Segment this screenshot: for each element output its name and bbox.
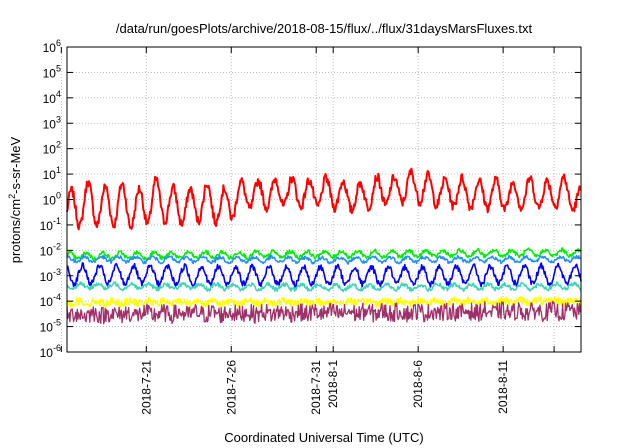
y-tick-label: 100 — [43, 191, 61, 208]
x-tick-label: 2018-7-21 — [139, 360, 153, 415]
x-tick-label: 2018-8-11 — [496, 360, 510, 414]
chart-title: /data/run/goesPlots/archive/2018-08-15/f… — [116, 21, 533, 36]
y-tick-label: 10-1 — [40, 216, 61, 233]
x-axis-label: Coordinated Universal Time (UTC) — [224, 430, 423, 445]
series-line-1 — [66, 247, 582, 261]
x-tick-label: 2018-7-31 — [309, 360, 323, 415]
y-tick-label: 10-6 — [40, 343, 61, 360]
series-line-0 — [66, 167, 582, 231]
x-tick-labels: 2018-7-21 2018-7-26 2018-7-31 2018-8-1 2018-… — [139, 360, 510, 415]
y-tick-label: 102 — [43, 140, 61, 157]
x-tick-label: 2018-8-1 — [326, 360, 340, 408]
y-tick-label: 10-5 — [40, 318, 61, 335]
y-tick-label: 105 — [43, 63, 61, 80]
y-tick-label: 106 — [43, 38, 61, 55]
y-tick-label: 10-4 — [40, 292, 61, 309]
y-axis-label-sup: 2 — [7, 194, 17, 199]
series-line-2 — [66, 254, 582, 265]
y-axis-label: protons/cm2-s-sr-MeV — [7, 136, 23, 263]
series-line-5 — [66, 295, 582, 308]
x-tick-label: 2018-7-26 — [224, 360, 238, 415]
tick-marks — [60, 46, 581, 353]
y-axis-label-prefix: protons/cm — [8, 199, 23, 263]
y-tick-label: 104 — [43, 89, 61, 106]
series-line-3 — [66, 262, 582, 289]
series-group — [66, 167, 582, 325]
y-tick-label: 103 — [43, 114, 61, 131]
y-tick-label: 10-3 — [40, 267, 61, 284]
series-line-6 — [66, 300, 582, 325]
y-tick-label: 10-2 — [40, 241, 61, 258]
y-axis-label-suffix: -s-sr-MeV — [8, 136, 23, 193]
x-tick-label: 2018-8-6 — [411, 360, 425, 408]
y-tick-label: 101 — [43, 165, 61, 182]
series-line-4 — [66, 281, 582, 293]
y-tick-labels: 10-6 10-5 10-4 10-3 10-2 10-1 100 101 102 103 104 1… — [40, 38, 61, 360]
